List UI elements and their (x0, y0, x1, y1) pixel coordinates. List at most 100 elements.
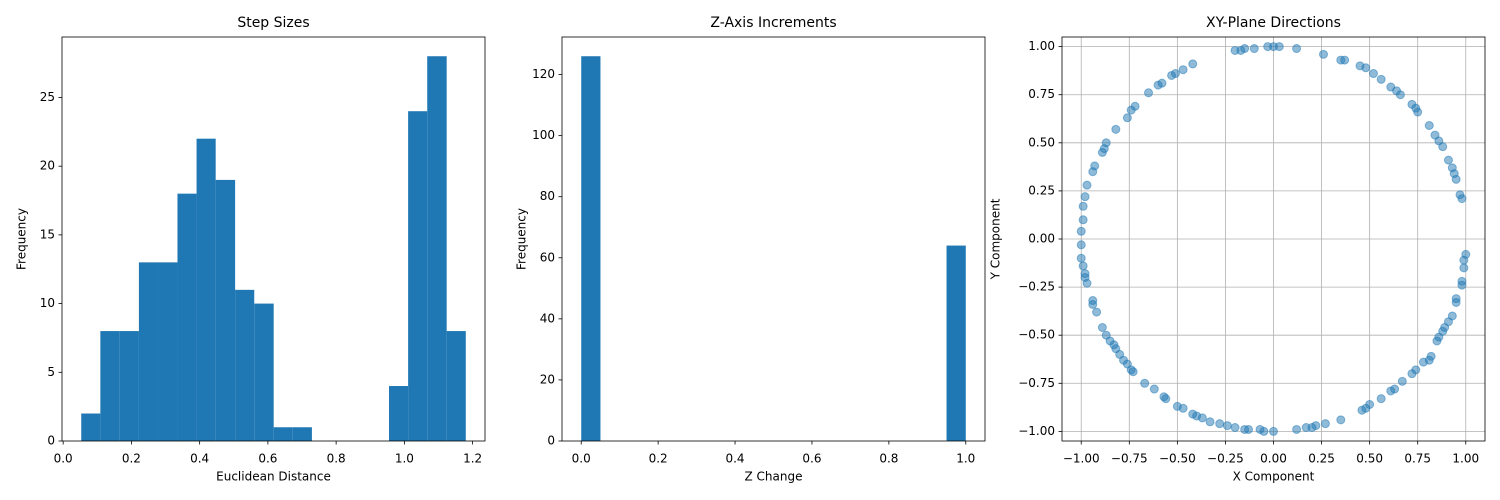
x-tick-label: 0.2 (122, 452, 141, 466)
point (1157, 78, 1167, 88)
bar (158, 262, 178, 441)
point (1240, 44, 1250, 54)
point (1092, 307, 1102, 317)
point (1101, 330, 1111, 340)
y-axis-label: Y Component (989, 198, 1003, 280)
point (1188, 409, 1198, 419)
point (1361, 63, 1371, 73)
x-tick-label: 0.6 (258, 452, 277, 466)
y-tick-label: 20 (540, 372, 555, 386)
point (1080, 192, 1090, 202)
y-tick-label: 5 (47, 365, 55, 379)
point (1432, 336, 1442, 346)
y-tick-label: −0.75 (1018, 376, 1055, 390)
point (1111, 124, 1121, 134)
y-tick-label: 0 (547, 434, 555, 448)
y-tick-label: 120 (532, 67, 555, 81)
point (1255, 424, 1265, 434)
y-tick-label: 15 (40, 227, 55, 241)
point (1205, 417, 1215, 427)
point (1078, 215, 1088, 225)
point (1395, 90, 1405, 100)
point (1269, 426, 1278, 436)
bar (408, 111, 428, 442)
bar (427, 56, 447, 441)
point (1397, 376, 1407, 386)
y-tick-label: 0.25 (1028, 183, 1055, 197)
point (1149, 384, 1159, 394)
point (1407, 369, 1417, 379)
x-tick-label: 0.4 (190, 452, 209, 466)
bar (946, 245, 966, 441)
y-tick-label: 0 (47, 434, 55, 448)
point (1215, 419, 1225, 429)
x-axis-label: X Component (1233, 470, 1315, 484)
bar (215, 179, 236, 441)
point (1144, 88, 1154, 98)
x-tick-label: 0.8 (879, 452, 898, 466)
point (1274, 42, 1284, 52)
x-tick-label: 0.75 (1404, 452, 1431, 466)
y-tick-label: 80 (540, 189, 555, 203)
point (1240, 424, 1250, 434)
x-tick-label: 0.6 (802, 452, 821, 466)
x-tick-label: 1.2 (463, 452, 482, 466)
y-tick-label: 0.00 (1028, 232, 1055, 246)
point (1122, 113, 1132, 123)
x-tick-label: 0.50 (1356, 452, 1383, 466)
y-tick-label: 20 (40, 159, 55, 173)
y-tick-label: −0.25 (1018, 280, 1055, 294)
x-tick-label: 0.0 (572, 452, 591, 466)
y-axis-label: Frequency (515, 208, 529, 270)
bar (389, 386, 409, 441)
point (1222, 421, 1232, 431)
point (1249, 44, 1259, 54)
point (1459, 255, 1469, 265)
point (1078, 201, 1088, 211)
chart-title: Step Sizes (237, 15, 309, 31)
x-axis-label: Z Change (745, 470, 803, 484)
point (1443, 155, 1453, 165)
point (1424, 120, 1434, 130)
point (1082, 180, 1092, 190)
x-tick-label: −0.75 (1111, 452, 1148, 466)
point (1188, 59, 1198, 69)
x-tick-label: 1.00 (1452, 452, 1479, 466)
y-tick-label: 0.50 (1028, 135, 1055, 149)
point (1170, 69, 1180, 79)
bar (81, 413, 101, 441)
point (1078, 261, 1088, 271)
bar (254, 303, 274, 441)
point (1438, 142, 1448, 152)
point (1340, 55, 1350, 65)
bar (446, 331, 466, 441)
point (1159, 392, 1169, 402)
point (1178, 65, 1188, 75)
x-tick-label: −0.50 (1159, 452, 1196, 466)
axes-frame (1061, 36, 1486, 442)
y-axis-label: Frequency (15, 208, 29, 270)
x-tick-label: 1.0 (956, 452, 975, 466)
point (1140, 378, 1150, 388)
point (1451, 174, 1461, 184)
y-tick-label: 10 (40, 296, 55, 310)
point (1368, 69, 1378, 79)
x-tick-label: 0.8 (327, 452, 346, 466)
point (1457, 194, 1467, 204)
y-tick-label: −1.00 (1018, 424, 1055, 438)
x-tick-label: 0.00 (1260, 452, 1287, 466)
point (1076, 240, 1086, 250)
y-tick-label: 0.75 (1028, 87, 1055, 101)
point (1130, 101, 1140, 111)
point (1459, 263, 1469, 273)
x-tick-label: 0.0 (54, 452, 73, 466)
point (1101, 138, 1111, 148)
point (1376, 74, 1386, 84)
x-tick-label: −1.00 (1063, 452, 1100, 466)
point (1172, 401, 1182, 411)
point (1097, 322, 1107, 332)
axes-frame (561, 36, 986, 442)
point (1292, 424, 1302, 434)
point (1080, 269, 1090, 279)
